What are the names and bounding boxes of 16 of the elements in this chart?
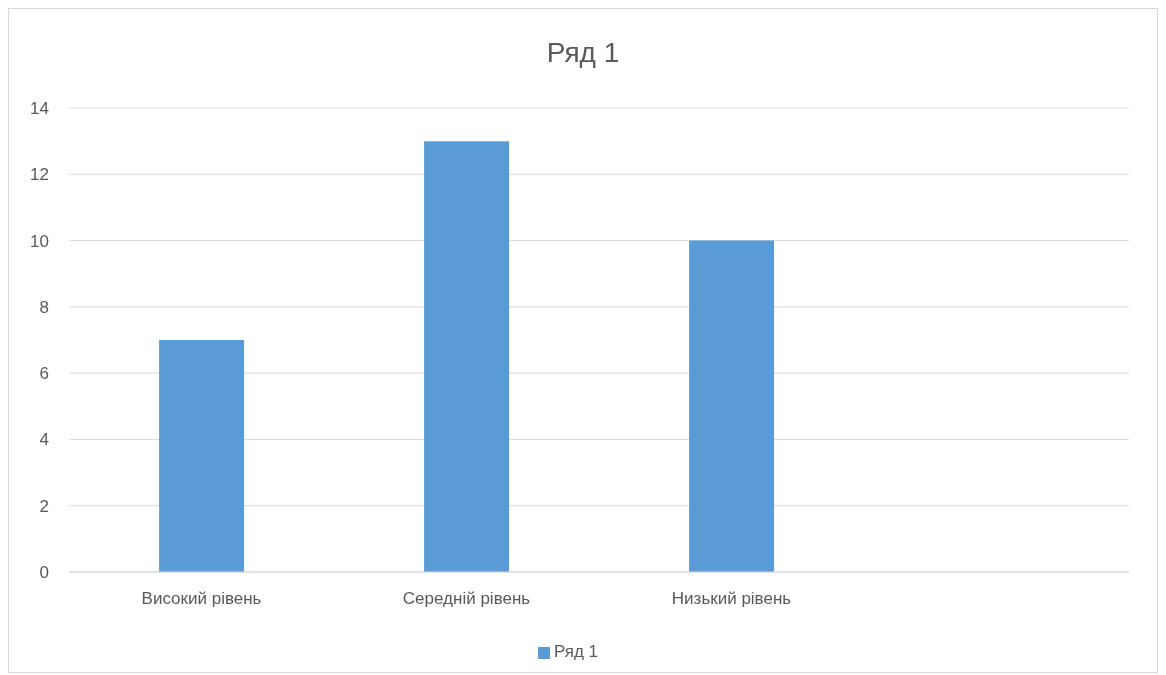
y-tick-label: 14 xyxy=(30,99,49,119)
y-tick-label: 6 xyxy=(39,364,49,384)
legend-label: Ряд 1 xyxy=(553,642,599,661)
y-tick-label: 8 xyxy=(39,297,49,317)
x-tick-label: Високий рівень xyxy=(141,589,262,609)
y-tick-label: 12 xyxy=(30,165,49,185)
bar xyxy=(159,340,245,572)
chart-title: Ряд 1 xyxy=(545,37,621,69)
bar xyxy=(689,240,775,572)
bar xyxy=(424,141,510,572)
y-tick-label: 2 xyxy=(39,496,49,516)
y-tick-label: 4 xyxy=(39,430,49,450)
x-tick-label: Низький рівень xyxy=(671,589,792,609)
y-tick-label: 0 xyxy=(39,563,49,583)
y-tick-label: 10 xyxy=(30,231,49,251)
x-tick-label: Середній рівень xyxy=(402,589,531,609)
